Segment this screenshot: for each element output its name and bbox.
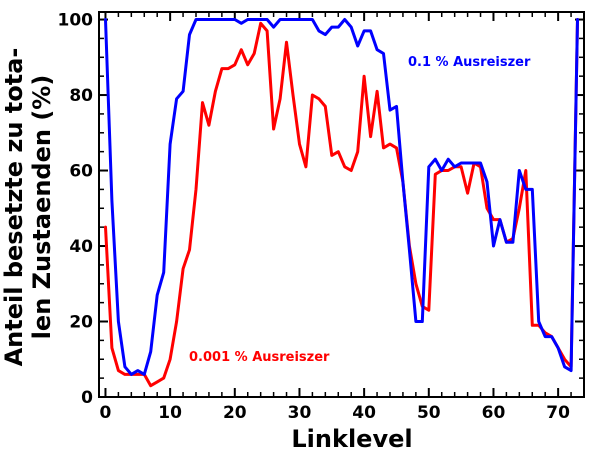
x-tick-label: 50 bbox=[417, 403, 441, 423]
y-axis-label-line-2: len Zustaenden (%) bbox=[28, 75, 56, 340]
y-axis-label: Anteil besetzte zu tota- len Zustaenden … bbox=[0, 48, 56, 367]
y-tick-label: 40 bbox=[69, 237, 93, 257]
annotation-red: 0.001 % Ausreiszer bbox=[189, 350, 330, 365]
tick-labels: 0 10 20 30 40 50 60 70 0 20 40 60 80 100 bbox=[58, 11, 571, 423]
y-tick-label: 80 bbox=[69, 86, 93, 106]
x-tick-label: 70 bbox=[546, 403, 570, 423]
x-tick-label: 10 bbox=[158, 403, 182, 423]
series-layer bbox=[104, 18, 579, 388]
y-tick-label: 0 bbox=[81, 388, 93, 408]
series-line-0-1-percent bbox=[104, 18, 579, 376]
x-tick-label: 20 bbox=[223, 403, 247, 423]
y-tick-label: 100 bbox=[58, 11, 94, 31]
x-tick-label: 30 bbox=[288, 403, 312, 423]
y-tick-label: 20 bbox=[69, 313, 93, 333]
x-tick-label: 0 bbox=[100, 403, 112, 423]
x-tick-label: 60 bbox=[482, 403, 506, 423]
plot-frame bbox=[98, 11, 585, 398]
y-axis-label-line-1: Anteil besetzte zu tota- bbox=[0, 48, 28, 367]
annotation-blue: 0.1 % Ausreiszer bbox=[408, 55, 531, 70]
series-line-0-001-percent bbox=[104, 18, 579, 388]
y-tick-label: 60 bbox=[69, 162, 93, 182]
x-axis-label: Linklevel bbox=[291, 425, 412, 449]
x-tick-label: 40 bbox=[352, 403, 376, 423]
